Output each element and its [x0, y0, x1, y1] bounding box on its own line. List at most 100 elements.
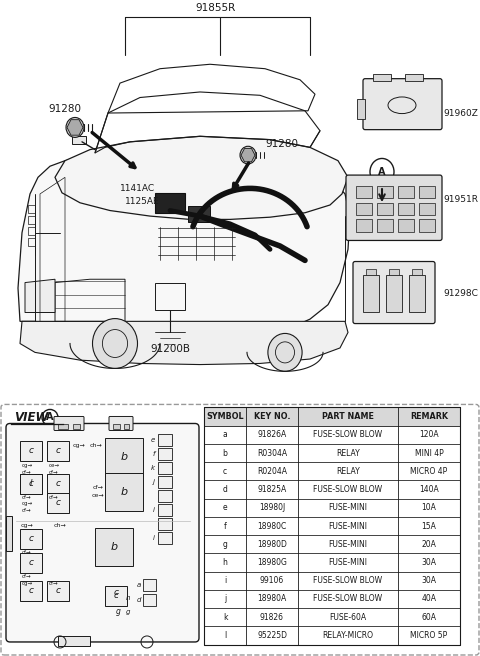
Text: cf→: cf→	[93, 485, 103, 490]
Bar	[158, 434, 172, 445]
Bar	[105, 586, 127, 606]
Text: 18980C: 18980C	[257, 522, 287, 531]
Bar	[409, 275, 425, 312]
Bar	[356, 219, 372, 232]
Bar	[20, 474, 42, 493]
Bar	[204, 590, 460, 608]
Bar	[377, 203, 393, 215]
Bar	[47, 493, 69, 513]
Text: ch→: ch→	[90, 443, 102, 448]
Text: 30A: 30A	[421, 558, 436, 567]
Text: h: h	[125, 595, 130, 601]
Bar	[158, 489, 172, 502]
Text: c: c	[28, 446, 34, 455]
Bar	[204, 462, 460, 480]
Text: 99106: 99106	[260, 576, 284, 585]
Text: b: b	[223, 449, 228, 457]
Text: 60A: 60A	[421, 613, 436, 622]
Bar	[105, 438, 143, 476]
Text: k: k	[223, 613, 227, 622]
Text: b: b	[120, 451, 128, 462]
Text: MINI 4P: MINI 4P	[415, 449, 444, 457]
Text: R0204A: R0204A	[257, 467, 287, 476]
Text: a: a	[223, 430, 228, 440]
Text: 18980D: 18980D	[257, 540, 287, 549]
Text: 91826A: 91826A	[257, 430, 287, 440]
Text: 91280: 91280	[265, 139, 298, 149]
Text: i: i	[224, 576, 226, 585]
Bar	[356, 186, 372, 198]
Text: i: i	[153, 535, 155, 541]
Bar	[158, 518, 172, 530]
Bar	[20, 474, 42, 493]
Text: R0304A: R0304A	[257, 449, 287, 457]
Bar	[204, 535, 460, 554]
Bar	[105, 472, 143, 510]
Text: c: c	[223, 467, 227, 476]
Text: 120A: 120A	[419, 430, 439, 440]
Text: A: A	[46, 413, 54, 422]
Text: 95225D: 95225D	[257, 631, 287, 640]
Text: FUSE-MINI: FUSE-MINI	[328, 558, 368, 567]
Bar	[204, 480, 460, 499]
Circle shape	[268, 333, 302, 371]
Text: cg→: cg→	[72, 443, 85, 448]
Text: RELAY: RELAY	[336, 449, 360, 457]
Bar	[158, 447, 172, 460]
Bar	[20, 553, 42, 573]
Text: ce→: ce→	[92, 493, 104, 498]
Bar	[377, 186, 393, 198]
Polygon shape	[241, 148, 255, 162]
Text: k: k	[151, 464, 155, 470]
Text: MICRO 4P: MICRO 4P	[410, 467, 448, 476]
Bar	[143, 594, 156, 606]
Bar	[124, 424, 129, 430]
Text: l: l	[30, 479, 32, 488]
Bar	[73, 424, 80, 430]
FancyBboxPatch shape	[54, 417, 84, 430]
Text: 91951R: 91951R	[443, 195, 478, 204]
Bar	[204, 554, 460, 571]
Text: h: h	[223, 558, 228, 567]
Bar	[20, 529, 42, 549]
Text: FUSE-SLOW BLOW: FUSE-SLOW BLOW	[313, 576, 383, 585]
Bar	[366, 269, 376, 275]
Text: cg→: cg→	[22, 463, 33, 468]
Text: c: c	[113, 588, 119, 598]
Bar	[28, 227, 35, 235]
Text: c: c	[56, 586, 60, 596]
Text: cf→: cf→	[22, 495, 32, 500]
Text: KEY NO.: KEY NO.	[254, 412, 290, 421]
Text: g: g	[223, 540, 228, 549]
Text: FUSE-SLOW BLOW: FUSE-SLOW BLOW	[313, 485, 383, 494]
Text: 91960Z: 91960Z	[443, 108, 478, 117]
Text: c: c	[56, 498, 60, 507]
Bar	[113, 424, 120, 430]
Bar	[28, 205, 35, 213]
Bar	[158, 476, 172, 487]
Bar	[377, 219, 393, 232]
Text: 15A: 15A	[421, 522, 436, 531]
Text: j: j	[153, 479, 155, 485]
Text: cf→: cf→	[49, 581, 59, 586]
Bar	[72, 136, 86, 144]
Bar	[419, 203, 435, 215]
Text: c: c	[28, 558, 34, 567]
Text: FUSE-60A: FUSE-60A	[329, 613, 367, 622]
Text: REMARK: REMARK	[410, 412, 448, 421]
Text: g: g	[116, 607, 120, 617]
Text: RELAY-MICRO: RELAY-MICRO	[323, 631, 373, 640]
Text: VIEW: VIEW	[14, 411, 48, 424]
Text: b: b	[110, 542, 118, 552]
Text: b: b	[120, 487, 128, 497]
FancyBboxPatch shape	[353, 262, 435, 323]
Text: cf→: cf→	[49, 495, 59, 500]
Text: j: j	[224, 594, 226, 604]
Bar	[204, 571, 460, 590]
Bar	[412, 269, 422, 275]
Text: cg→: cg→	[22, 581, 33, 586]
Text: cf→: cf→	[22, 574, 32, 579]
Bar	[95, 527, 133, 565]
Text: 140A: 140A	[419, 485, 439, 494]
Bar	[204, 426, 460, 444]
